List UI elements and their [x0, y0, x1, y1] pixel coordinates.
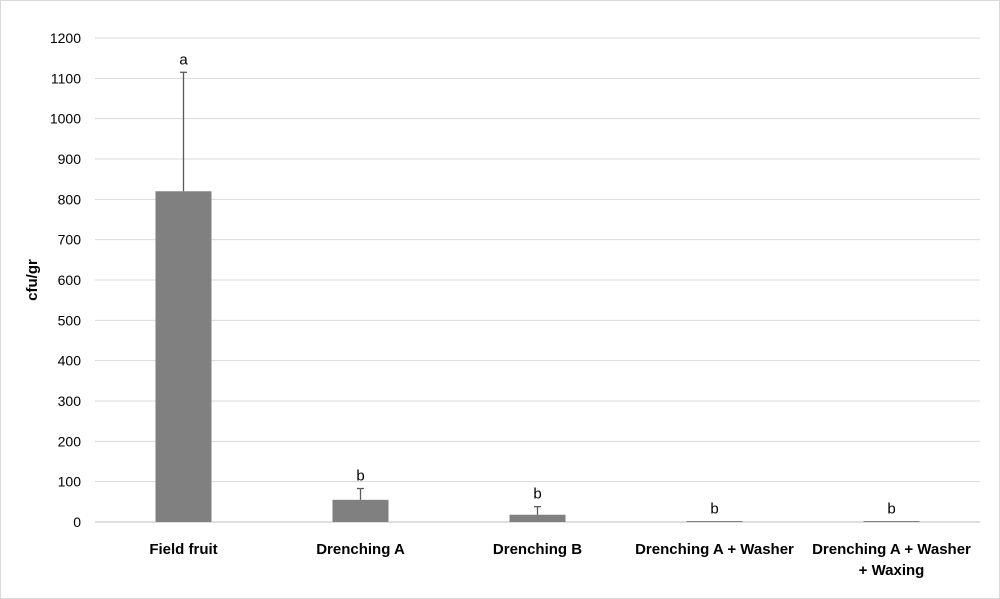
bar [155, 191, 212, 522]
category-label: Drenching A + Washer [812, 541, 971, 558]
y-tick-label: 900 [58, 151, 82, 167]
y-tick-label: 500 [58, 312, 82, 328]
category-label: Drenching A [316, 541, 405, 558]
bar [509, 514, 566, 522]
y-tick-label: 1100 [51, 70, 81, 86]
significance-letter: b [533, 486, 541, 503]
bar [686, 521, 743, 522]
y-tick-label: 300 [58, 393, 82, 409]
significance-letter: b [356, 468, 364, 485]
y-tick-label: 1200 [50, 30, 81, 46]
y-tick-label: 800 [58, 191, 82, 207]
y-tick-label: 600 [58, 272, 82, 288]
y-tick-label: 100 [58, 474, 82, 490]
y-tick-label: 200 [58, 433, 82, 449]
y-tick-label: 400 [58, 353, 82, 369]
significance-letter: b [887, 501, 895, 518]
y-tick-label: 0 [73, 514, 81, 530]
y-tick-label: 700 [58, 232, 82, 248]
y-axis-title: cfu/gr [24, 259, 41, 301]
y-tick-label: 1000 [50, 111, 81, 127]
category-label: + Waxing [859, 562, 925, 579]
category-label: Drenching A + Washer [635, 541, 794, 558]
bar [863, 521, 920, 522]
category-label: Drenching B [493, 541, 582, 558]
category-label: Field fruit [149, 541, 217, 558]
significance-letter: b [710, 501, 718, 518]
significance-letter: a [179, 51, 188, 68]
bar [332, 499, 389, 522]
